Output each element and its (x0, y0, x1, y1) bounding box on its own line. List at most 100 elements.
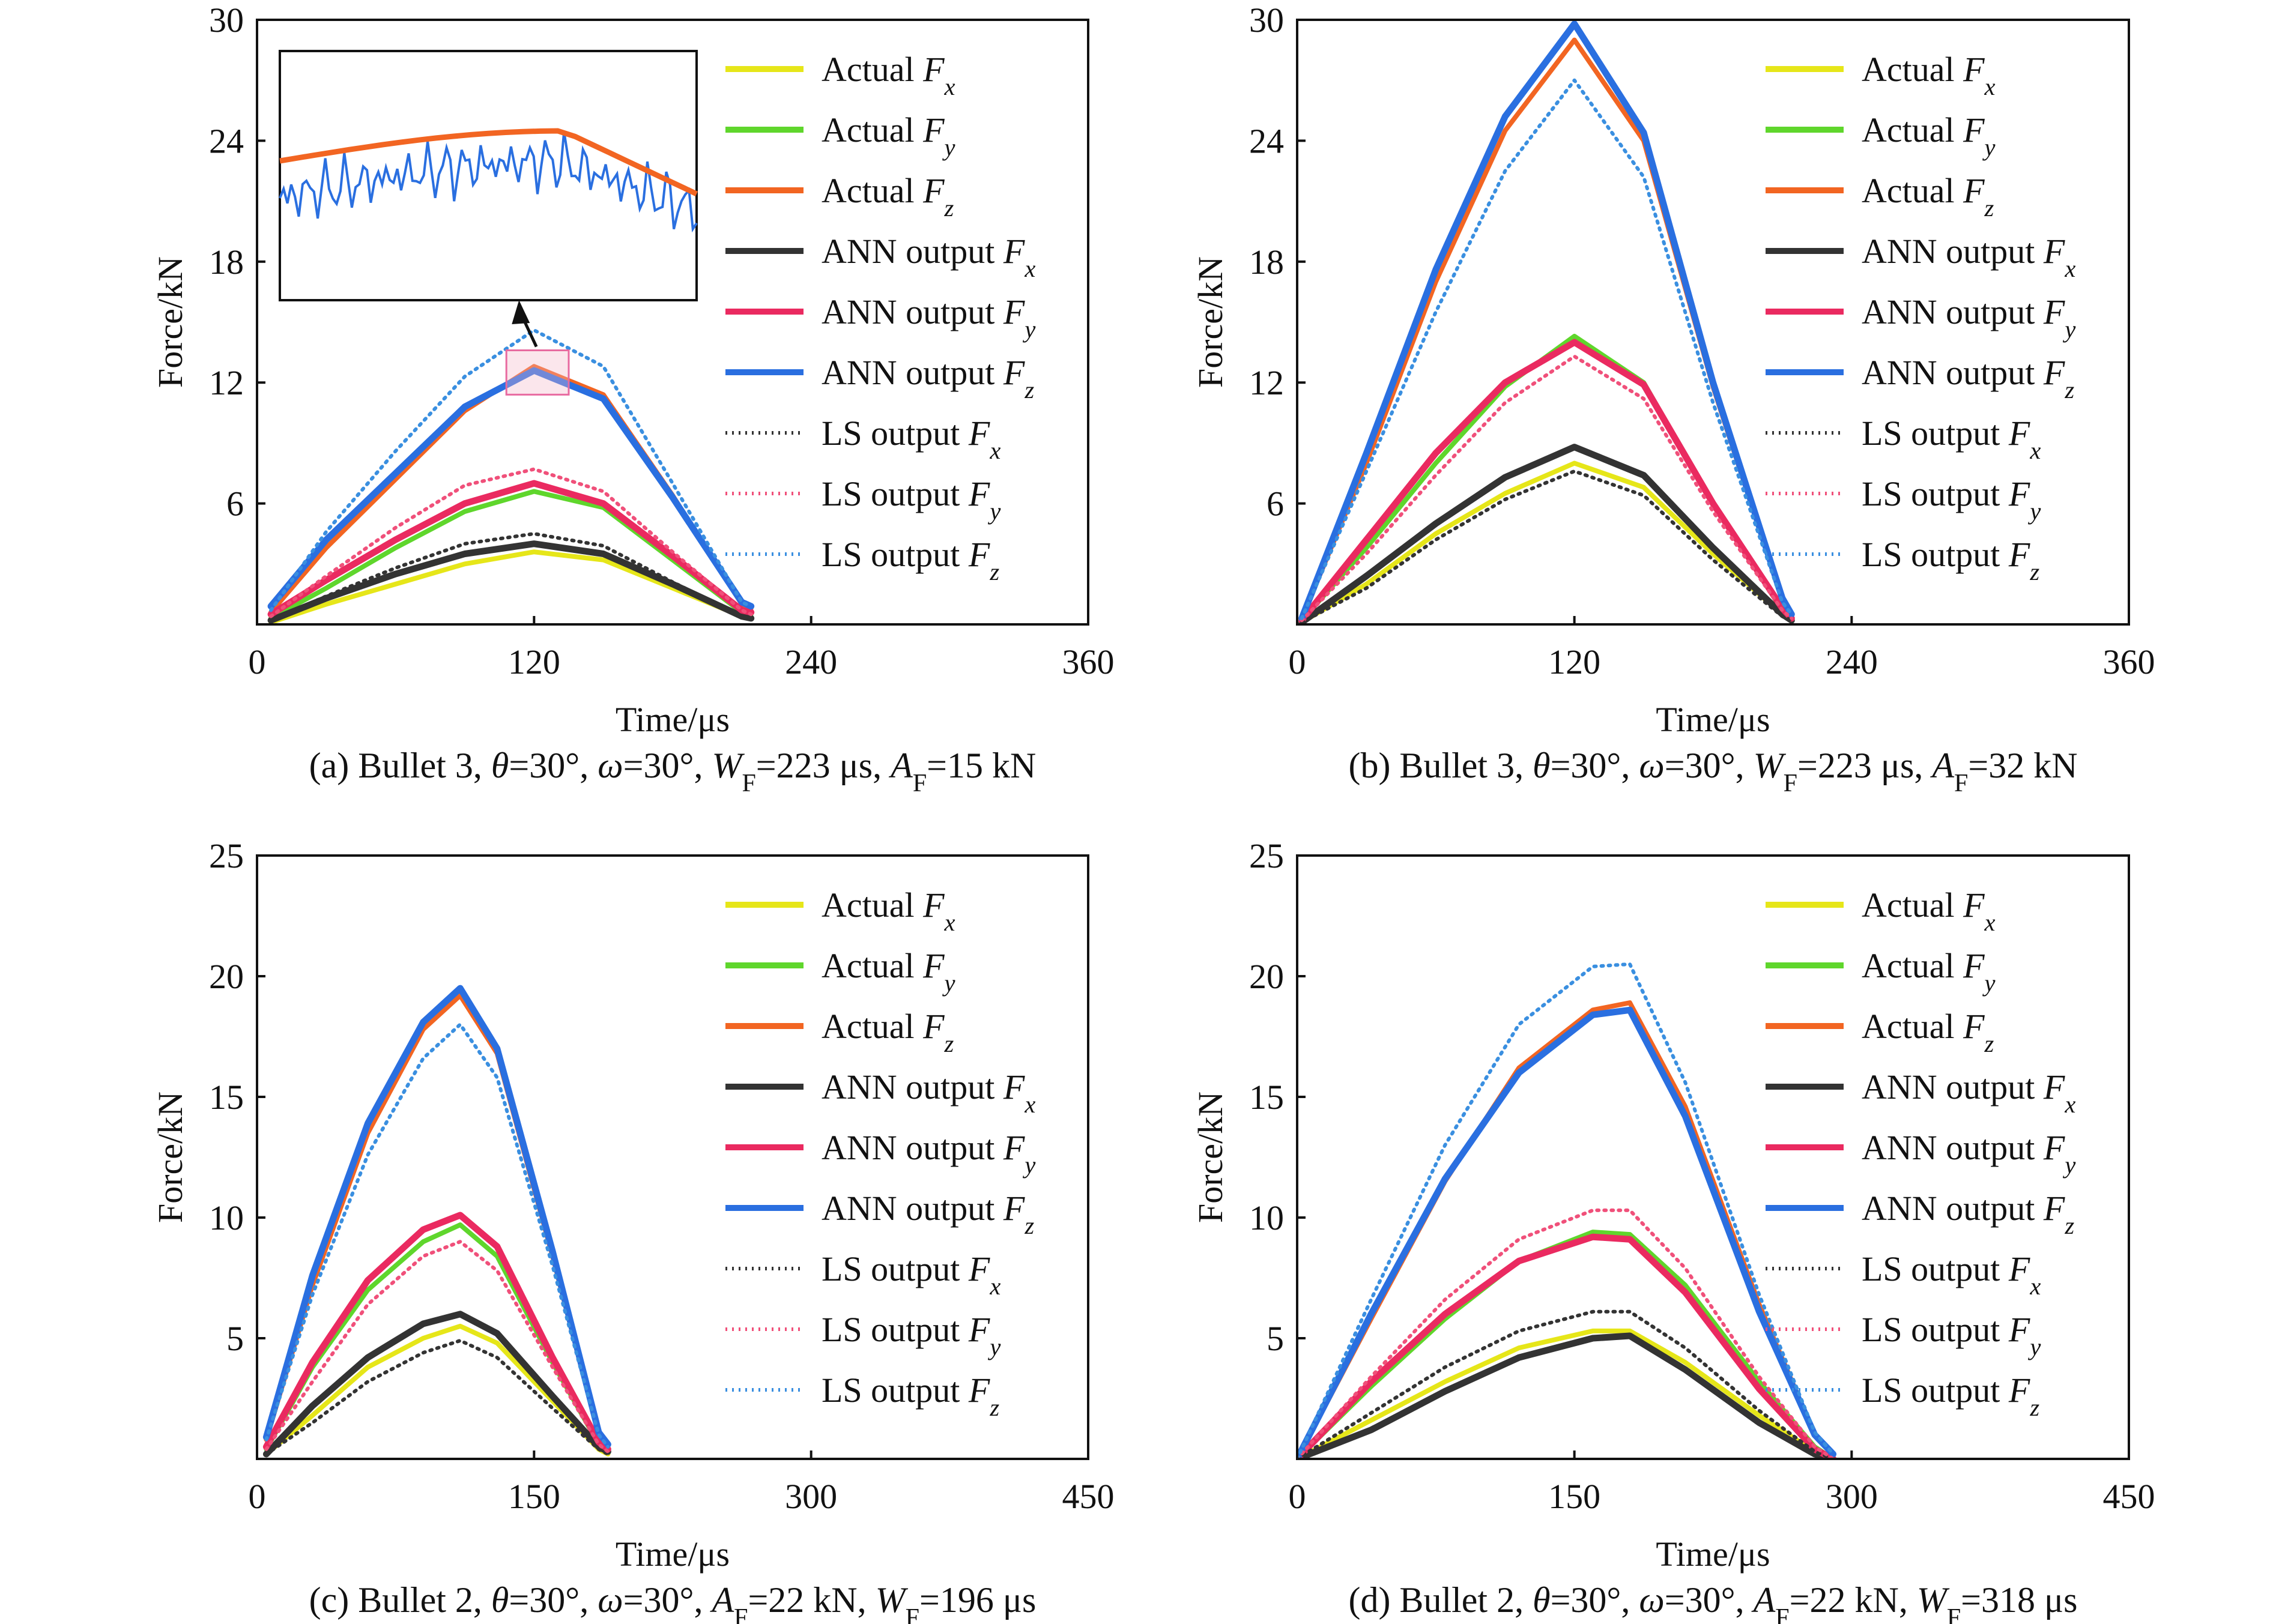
legend-prefix: LS output (1862, 414, 2009, 453)
series-group (262, 985, 611, 1458)
legend-var: F (1963, 110, 1985, 149)
legend-var: F (2043, 1189, 2065, 1228)
caption-part: A (709, 1580, 734, 1620)
caption-part: =30°, (1551, 1580, 1639, 1620)
legend-entry: ANN output Fx (822, 1067, 1035, 1118)
legend-entry: Actual Fy (1862, 946, 1996, 997)
x-axis-label: Time/μs (1656, 1535, 1770, 1574)
legend-entry: ANN output Fz (822, 1189, 1034, 1239)
caption-part: =30°, (1665, 1580, 1754, 1620)
caption-part: F (1784, 770, 1797, 797)
caption-part: =30°, (1551, 746, 1639, 785)
x-axis-label: Time/μs (616, 1535, 730, 1574)
legend-var: F (2008, 1371, 2030, 1410)
caption-part: θ (1533, 746, 1550, 785)
legend-prefix: ANN output (1862, 1128, 2044, 1167)
legend-entry: ANN output Fy (822, 292, 1036, 343)
legend-var: F (968, 414, 990, 453)
legend-var: F (1003, 353, 1025, 392)
series-line-actual-fx (1297, 1328, 1836, 1459)
series-line-ann-output-fx (1297, 1332, 1837, 1459)
series-line-ann-output-fy (262, 1212, 611, 1453)
legend-var: F (2008, 1310, 2030, 1349)
y-tick-label: 10 (1249, 1198, 1284, 1237)
legend-entry: LS output Fx (1862, 414, 2041, 464)
legend-var: F (2008, 414, 2030, 453)
legend-prefix: ANN output (822, 353, 1003, 392)
caption-part: =30°, (509, 746, 598, 785)
chart-caption: (c) Bullet 2, θ=30°, ω=30°, AF=22 kN, WF… (309, 1580, 1037, 1624)
x-tick-label: 360 (1062, 642, 1115, 681)
legend-entry: LS output Fx (822, 414, 1000, 464)
legend-var: F (1003, 232, 1025, 271)
caption-part: (a) Bullet 3, (309, 746, 491, 785)
legend-sub: y (1022, 316, 1036, 343)
caption-part: =196 μs (919, 1580, 1036, 1620)
legend-var: F (968, 474, 990, 513)
y-tick-label: 10 (209, 1198, 244, 1237)
legend-sub: x (1024, 1091, 1035, 1118)
legend-prefix: Actual (1862, 1007, 1963, 1046)
legend-prefix: LS output (822, 1310, 969, 1349)
legend-sub: y (942, 970, 956, 997)
series-line-ls-output-fx (269, 532, 753, 623)
plot-frame (256, 19, 1089, 626)
legend-var: F (1963, 50, 1985, 89)
x-axis-label: Time/μs (1656, 700, 1770, 739)
legend-sub: x (2064, 1091, 2075, 1118)
y-axis-label: Force/kN (1191, 1091, 1230, 1223)
series-line-ann-output-fy (1298, 339, 1795, 624)
series-line-ann-output-fy (1297, 1233, 1837, 1459)
y-tick-label: 30 (209, 1, 244, 40)
series-line-actual-fx (264, 1323, 611, 1456)
caption-part: =223 μs, (756, 746, 891, 785)
caption-part: F (1954, 770, 1968, 797)
legend-prefix: Actual (1862, 946, 1963, 985)
series-line-ls-output-fy (264, 1240, 610, 1453)
inset-zoom (279, 50, 698, 396)
y-tick-label: 5 (1267, 1319, 1284, 1358)
series-line-ls-output-fy (1297, 1208, 1835, 1459)
legend-var: F (968, 1371, 990, 1410)
series-group (267, 328, 755, 624)
y-axis-label: Force/kN (1191, 256, 1230, 388)
y-axis-label: Force/kN (151, 256, 190, 388)
legend-sub: x (2064, 255, 2075, 282)
series-line-ls-output-fy (269, 467, 753, 618)
x-tick-label: 450 (1062, 1477, 1115, 1516)
caption-part: =15 kN (927, 746, 1036, 785)
caption-part: (b) Bullet 3, (1348, 746, 1533, 785)
x-tick-label: 300 (785, 1477, 837, 1516)
legend-prefix: ANN output (822, 292, 1003, 331)
x-tick-label: 120 (1548, 642, 1600, 681)
legend-var: F (922, 946, 945, 985)
chart-caption: (d) Bullet 2, θ=30°, ω=30°, AF=22 kN, WF… (1348, 1580, 2077, 1624)
caption-part: A (1751, 1580, 1776, 1620)
legend-entry: Actual Fx (822, 886, 955, 936)
caption-part: =30°, (623, 746, 712, 785)
caption-part: W (876, 1580, 909, 1620)
y-axis-label: Force/kN (151, 1091, 190, 1223)
plot-frame (1296, 19, 2130, 626)
legend-sub: z (2029, 1394, 2039, 1421)
legend-prefix: ANN output (1862, 1189, 2044, 1228)
legend-entry: LS output Fy (822, 1310, 1001, 1360)
caption-part: A (888, 746, 913, 785)
legend-entry: Actual Fy (822, 110, 956, 161)
y-tick-label: 20 (209, 957, 244, 996)
legend-sub: x (2029, 1273, 2041, 1300)
series-line-ls-output-fz (269, 328, 753, 612)
legend-sub: x (944, 73, 955, 100)
y-tick-label: 25 (209, 836, 244, 875)
legend-var: F (1003, 1128, 1025, 1167)
caption-part: =32 kN (1968, 746, 2077, 785)
zoom-highlight-box (505, 349, 570, 396)
legend-var: F (1963, 886, 1985, 925)
legend-var: F (1003, 292, 1025, 331)
legend-sub: x (1024, 255, 1035, 282)
legend-entry: ANN output Fz (822, 353, 1034, 403)
